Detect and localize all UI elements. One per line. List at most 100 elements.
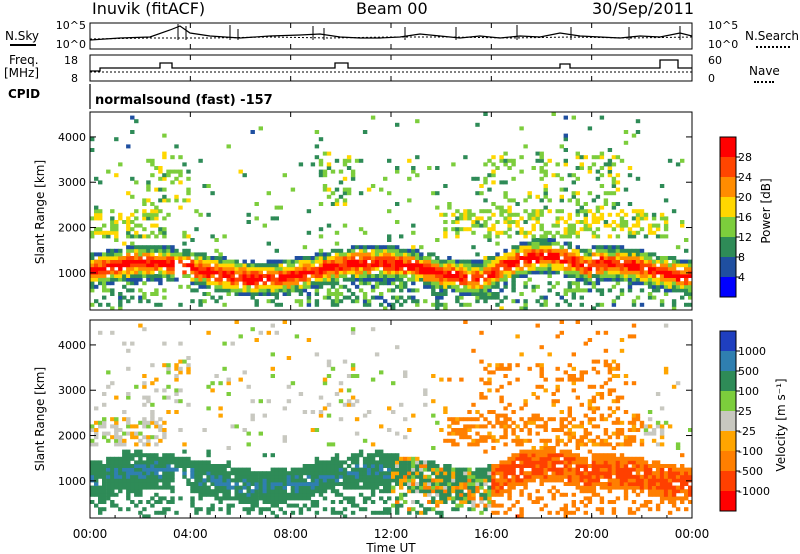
heatmap-cell: [439, 482, 444, 486]
heatmap-cell: [443, 284, 448, 289]
heatmap-cell: [647, 482, 653, 486]
heatmap-cell: [519, 248, 524, 253]
heatmap-cell: [379, 256, 384, 260]
heatmap-cell: [270, 292, 275, 296]
heatmap-cell: [342, 485, 348, 490]
heatmap-cell: [106, 471, 111, 476]
heatmap-cell: [451, 507, 456, 512]
heatmap-cell: [603, 467, 609, 472]
heatmap-cell: [575, 442, 580, 447]
heatmap-cell: [555, 173, 560, 178]
heatmap-cell: [635, 474, 641, 479]
heatmap-cell: [463, 320, 468, 324]
heatmap-cell: [383, 245, 388, 250]
heatmap-cell: [419, 245, 424, 250]
heatmap-cell: [198, 302, 203, 307]
heatmap-cell: [607, 467, 613, 472]
heatmap-cell: [250, 130, 255, 134]
heatmap-cell: [282, 292, 287, 296]
heatmap-cell: [134, 492, 139, 497]
heatmap-cell: [503, 406, 508, 411]
heatmap-cell: [511, 176, 516, 181]
heatmap-cell: [571, 453, 576, 458]
heatmap-cell: [567, 482, 572, 486]
heatmap-cell: [286, 492, 292, 497]
heatmap-cell: [395, 345, 400, 350]
heatmap-cell: [431, 485, 436, 490]
heatmap-cell: [651, 223, 657, 228]
heatmap-cell: [170, 155, 175, 160]
heatmap-cell: [118, 266, 123, 271]
heatmap-cell: [130, 220, 135, 224]
heatmap-cell: [503, 180, 508, 185]
heatmap-cell: [591, 281, 597, 286]
heatmap-cell: [130, 456, 135, 461]
heatmap-cell: [579, 162, 584, 167]
heatmap-cell: [559, 259, 564, 264]
heatmap-cell: [102, 489, 107, 494]
heatmap-cell: [395, 295, 400, 300]
heatmap-cell: [122, 417, 127, 422]
heatmap-cell: [322, 277, 328, 282]
heatmap-cell: [407, 248, 412, 253]
heatmap-cell: [487, 500, 492, 504]
heatmap-cell: [615, 460, 621, 465]
heatmap-cell: [555, 248, 560, 253]
heatmap-cell: [579, 274, 584, 278]
heatmap-cell: [379, 464, 384, 468]
heatmap-cell: [491, 503, 496, 508]
heatmap-cell: [190, 288, 195, 293]
heatmap-cell: [563, 288, 568, 293]
heatmap-cell: [130, 248, 135, 253]
heatmap-cell: [314, 256, 320, 260]
heatmap-cell: [278, 270, 283, 275]
heatmap-cell: [246, 485, 251, 490]
heatmap-cell: [639, 259, 645, 264]
heatmap-cell: [379, 295, 384, 300]
heatmap-cell: [118, 474, 123, 479]
heatmap-cell: [286, 496, 292, 501]
heatmap-cell: [130, 194, 135, 199]
heatmap-cell: [166, 198, 171, 203]
heatmap-cell: [166, 384, 171, 389]
heatmap-cell: [118, 485, 123, 490]
heatmap-cell: [559, 330, 564, 335]
colorbar-tick-label: 16: [738, 211, 752, 224]
heatmap-cell: [615, 266, 621, 271]
heatmap-cell: [98, 256, 103, 260]
heatmap-cell: [615, 202, 621, 206]
heatmap-cell: [334, 256, 340, 260]
heatmap-cell: [150, 435, 155, 440]
heatmap-cell: [591, 220, 597, 224]
heatmap-cell: [607, 489, 613, 494]
heatmap-cell: [459, 227, 464, 232]
heatmap-cell: [118, 256, 123, 260]
heatmap-cell: [118, 482, 123, 486]
heatmap-cell: [346, 482, 352, 486]
heatmap-cell: [427, 500, 432, 504]
heatmap-cell: [234, 281, 239, 286]
heatmap-cell: [246, 482, 251, 486]
heatmap-cell: [98, 270, 103, 275]
power-heatmap: [90, 112, 693, 311]
heatmap-cell: [643, 474, 649, 479]
heatmap-cell: [383, 474, 388, 479]
heatmap-cell: [439, 510, 444, 515]
heatmap-cell: [559, 438, 564, 443]
heatmap-cell: [647, 464, 653, 468]
heatmap-cell: [407, 507, 412, 512]
heatmap-cell: [110, 263, 115, 268]
heatmap-cell: [186, 263, 191, 268]
heatmap-cell: [234, 288, 239, 293]
heatmap-cell: [467, 467, 472, 472]
heatmap-cell: [387, 270, 392, 275]
heatmap-cell: [643, 263, 649, 268]
heatmap-cell: [162, 245, 167, 250]
heatmap-cell: [595, 227, 601, 232]
heatmap-cell: [519, 274, 524, 278]
heatmap-cell: [591, 155, 597, 160]
heatmap-cell: [282, 284, 287, 289]
heatmap-cell: [338, 259, 344, 264]
heatmap-cell: [298, 292, 304, 296]
heatmap-cell: [559, 263, 564, 268]
